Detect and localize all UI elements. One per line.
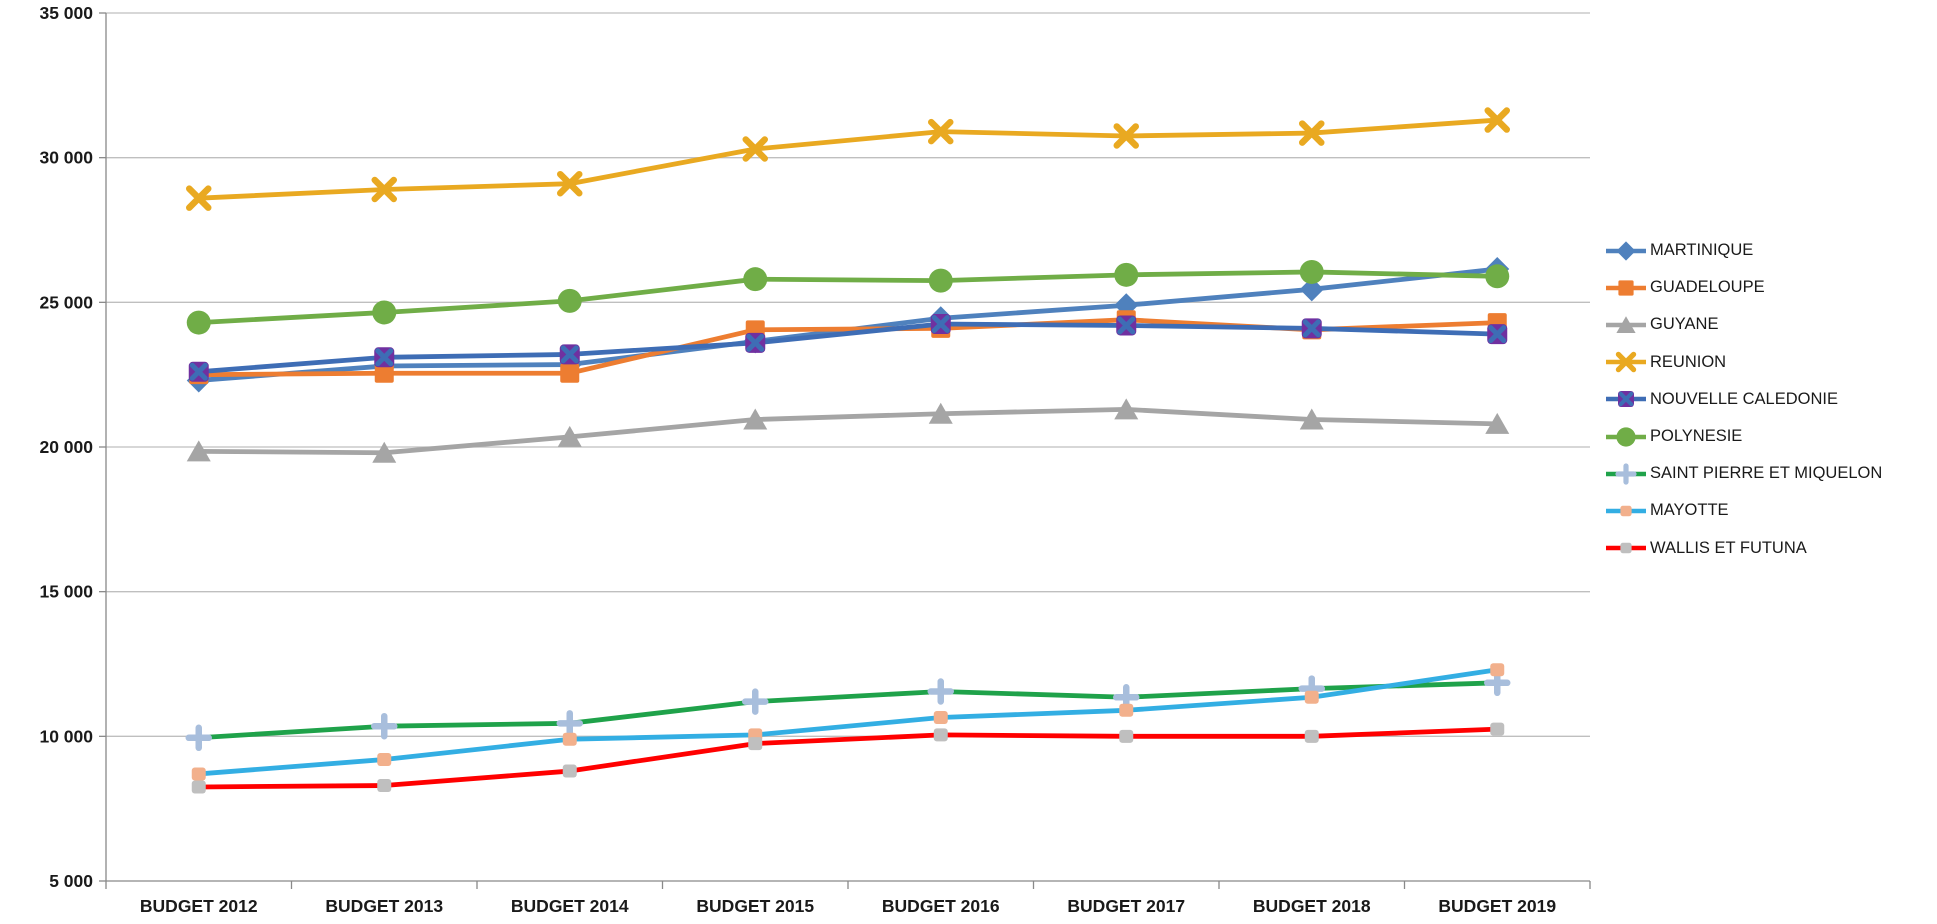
y-tick-label: 20 000 [39, 437, 93, 457]
legend-swatch-nouvelle-caledonie [1606, 391, 1646, 408]
x-axis-labels: BUDGET 2012 BUDGET 2013 BUDGET 2014 BUDGET … [140, 896, 1556, 916]
x-tick-label: BUDGET 2014 [511, 896, 629, 916]
series-nouvelle-caledonie [188, 314, 1508, 382]
legend-label: NOUVELLE CALEDONIE [1650, 389, 1838, 408]
legend-swatch-guadeloupe [1606, 280, 1646, 296]
y-tick-label: 10 000 [39, 726, 93, 746]
legend-label: MARTINIQUE [1650, 241, 1754, 260]
legend-item-polynesie: POLYNESIE [1606, 418, 1882, 455]
y-tick-label: 15 000 [39, 582, 93, 602]
x-tick-label: BUDGET 2018 [1253, 896, 1371, 916]
y-tick-label: 30 000 [39, 148, 93, 168]
legend-item-guadeloupe: GUADELOUPE [1606, 269, 1882, 306]
legend-item-reunion: REUNION [1606, 344, 1882, 381]
legend-swatch-saint-pierre-et-miquelon [1606, 463, 1646, 485]
series-line [196, 269, 1500, 325]
legend-swatch-reunion [1606, 351, 1646, 373]
legend-swatch-mayotte [1606, 505, 1646, 517]
series-line [196, 117, 1500, 201]
series-mayotte [191, 663, 1505, 781]
chart-legend: MARTINIQUE GUADELOUPE GUYANE REUNION NOUVELL… [1606, 232, 1882, 567]
series-line [196, 406, 1500, 456]
y-tick-label: 25 000 [39, 292, 93, 312]
legend-item-mayotte: MAYOTTE [1606, 492, 1882, 529]
legend-label: GUADELOUPE [1650, 278, 1765, 297]
legend-swatch-wallis-et-futuna [1606, 542, 1646, 554]
legend-swatch-polynesie [1606, 426, 1646, 447]
x-tick-label: BUDGET 2019 [1438, 896, 1556, 916]
y-tick-label: 35 000 [39, 3, 93, 23]
legend-label: REUNION [1650, 352, 1727, 371]
gridlines [106, 12, 1590, 737]
legend-label: GUYANE [1650, 315, 1719, 334]
legend-label: POLYNESIE [1650, 427, 1743, 446]
series-wallis-et-futuna [191, 722, 1505, 794]
legend-item-nouvelle-caledonie: NOUVELLE CALEDONIE [1606, 381, 1882, 418]
x-tick-label: BUDGET 2015 [696, 896, 814, 916]
x-tick-label: BUDGET 2017 [1067, 896, 1185, 916]
series-line [196, 726, 1500, 790]
series-guyane [186, 398, 1510, 463]
y-axis-labels: 35 000 30 000 25 000 20 000 15 000 10 000 5 00… [39, 3, 93, 891]
legend-label: WALLIS ET FUTUNA [1650, 538, 1807, 557]
legend-swatch-guyane [1606, 316, 1646, 333]
axes [99, 12, 1591, 889]
legend-item-wallis-et-futuna: WALLIS ET FUTUNA [1606, 530, 1882, 567]
x-tick-label: BUDGET 2013 [325, 896, 443, 916]
legend-item-martinique: MARTINIQUE [1606, 232, 1882, 269]
series-reunion [186, 107, 1510, 211]
legend-item-guyane: GUYANE [1606, 306, 1882, 343]
legend-item-saint-pierre-et-miquelon: SAINT PIERRE ET MIQUELON [1606, 455, 1882, 492]
x-tick-label: BUDGET 2016 [882, 896, 1000, 916]
series-line [196, 321, 1500, 375]
series-line [196, 680, 1500, 741]
legend-swatch-martinique [1606, 240, 1646, 261]
y-tick-label: 5 000 [49, 871, 93, 891]
legend-label: SAINT PIERRE ET MIQUELON [1650, 464, 1883, 483]
legend-label: MAYOTTE [1650, 501, 1729, 520]
series-polynesie [186, 259, 1510, 335]
x-tick-label: BUDGET 2012 [140, 896, 258, 916]
series-line [196, 667, 1500, 777]
